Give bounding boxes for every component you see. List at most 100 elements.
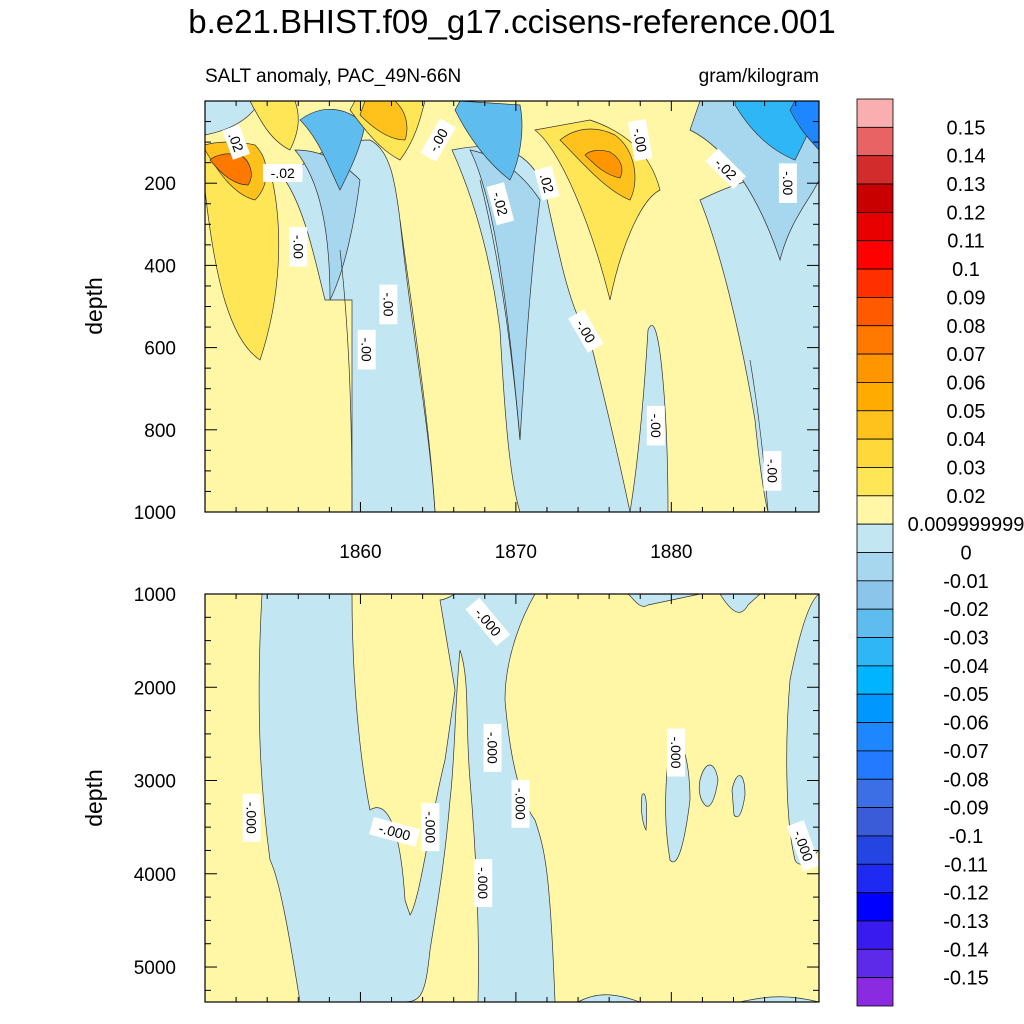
lower-neg-notch-a bbox=[627, 594, 701, 607]
contour-label-box bbox=[369, 816, 421, 847]
colorbar-swatch bbox=[856, 722, 894, 752]
lower-neg-island-c bbox=[731, 775, 746, 818]
contour-label-box bbox=[666, 728, 685, 777]
upper-pos-max-a bbox=[209, 153, 252, 186]
colorbar-swatch bbox=[856, 580, 894, 610]
contour-label: -.00 bbox=[289, 227, 308, 267]
colorbar-swatch bbox=[856, 835, 894, 865]
contour-label-box bbox=[357, 329, 376, 370]
colorbar-level-label: 0.03 bbox=[947, 457, 986, 479]
colorbar: 0.15 0.14 0.13 0.12 0.11 0.1 0.09 0.08 0.07 0.06 0… bbox=[856, 98, 1024, 1007]
upper-y-axis-label: depth bbox=[81, 277, 107, 335]
x-tick-label: 1880 bbox=[650, 542, 692, 563]
colorbar-swatch bbox=[856, 750, 894, 780]
colorbar-swatch bbox=[856, 495, 894, 525]
contour-label-text: -.000 bbox=[513, 788, 529, 820]
y-tick-label: 200 bbox=[144, 174, 176, 195]
colorbar-level-label: -0.07 bbox=[943, 741, 989, 763]
colorbar-level-label: 0.06 bbox=[947, 372, 986, 394]
contour-label-box bbox=[486, 182, 515, 226]
colorbar-level-label: -0.11 bbox=[944, 854, 988, 876]
upper-axis-ticks bbox=[204, 100, 819, 513]
contour-label-text: -.00 bbox=[359, 338, 375, 362]
x-tick-label: 1860 bbox=[339, 542, 381, 563]
colorbar-level-label: -0.1 bbox=[949, 826, 983, 848]
colorbar-swatch bbox=[856, 977, 894, 1007]
upper-contour-line-a bbox=[339, 249, 353, 512]
colorbar-level-label: -0.15 bbox=[943, 968, 989, 990]
upper-pos-core-c bbox=[359, 101, 408, 141]
contour-label-box bbox=[421, 803, 440, 852]
colorbar-level-label: -0.14 bbox=[943, 939, 989, 961]
contour-label: -.000 bbox=[421, 803, 440, 852]
contour-label-box bbox=[705, 148, 747, 190]
contour-label-box bbox=[379, 284, 398, 325]
colorbar-swatch bbox=[856, 183, 894, 213]
contour-label-box bbox=[289, 227, 308, 267]
colorbar-level-label: -0.13 bbox=[943, 911, 989, 933]
contour-label-text: -.00 bbox=[380, 292, 396, 316]
contour-label-box bbox=[465, 597, 511, 647]
colorbar-swatch bbox=[856, 382, 894, 412]
y-tick-label: 800 bbox=[144, 421, 176, 442]
upper-pos-band-d bbox=[249, 101, 299, 151]
colorbar-level-label: -0.08 bbox=[943, 769, 989, 791]
colorbar-swatch bbox=[856, 552, 894, 582]
contour-label: -.00 bbox=[778, 163, 797, 203]
contour-label-box bbox=[474, 859, 493, 908]
contour-label: -.00 bbox=[627, 118, 653, 162]
contour-label-box bbox=[420, 118, 456, 162]
upper-y-tick-labels: 200 400 600 800 1000 bbox=[134, 174, 176, 524]
contour-label-box bbox=[242, 793, 261, 842]
colorbar-swatch bbox=[856, 410, 894, 440]
contour-label-text: -.02 bbox=[489, 190, 511, 218]
x-tick-label: 1870 bbox=[495, 542, 537, 563]
contour-label-text: -.00 bbox=[764, 459, 780, 483]
colorbar-swatch bbox=[856, 353, 894, 383]
colorbar-level-label: -0.05 bbox=[943, 684, 989, 706]
colorbar-swatch bbox=[856, 325, 894, 355]
colorbar-swatch bbox=[856, 948, 894, 979]
contour-label-box bbox=[222, 124, 250, 160]
panel-subtitle-left: SALT anomaly, PAC_49N-66N bbox=[205, 66, 461, 87]
colorbar-swatch bbox=[856, 467, 894, 497]
contour-label: -.000 bbox=[483, 723, 502, 772]
contour-label: -.02 bbox=[262, 163, 303, 182]
colorbar-level-label: -0.06 bbox=[943, 713, 989, 735]
colorbar-swatch bbox=[856, 920, 894, 950]
contour-label-text: -.00 bbox=[780, 171, 796, 195]
colorbar-swatch bbox=[856, 892, 894, 922]
y-tick-label: 1000 bbox=[134, 585, 176, 606]
contour-label-box bbox=[483, 723, 502, 772]
colorbar-swatch bbox=[856, 807, 894, 837]
colorbar-swatch bbox=[856, 297, 894, 327]
x-tick-labels: 1860 1870 1880 bbox=[339, 542, 692, 563]
colorbar-swatch bbox=[856, 637, 894, 667]
contour-label: -.000 bbox=[511, 779, 530, 828]
contour-label-text: .02 bbox=[225, 130, 247, 154]
colorbar-level-label: 0.12 bbox=[947, 202, 986, 224]
lower-panel-frame bbox=[204, 593, 820, 1003]
colorbar-level-label: 0.09 bbox=[947, 287, 986, 309]
contour-label-box bbox=[568, 309, 604, 353]
colorbar-swatch bbox=[856, 126, 894, 157]
colorbar-swatch bbox=[856, 211, 894, 242]
contour-label-text: -.000 bbox=[485, 732, 501, 764]
colorbar-level-label: 0.02 bbox=[947, 486, 986, 508]
contour-label-text: -.00 bbox=[648, 414, 664, 438]
contour-label: -.000 bbox=[369, 816, 421, 847]
upper-contour-line-c bbox=[479, 179, 521, 441]
contour-label-box bbox=[786, 820, 821, 872]
contour-label: -.00 bbox=[763, 451, 782, 491]
contour-label-box bbox=[778, 163, 797, 203]
upper-neg-region-a bbox=[284, 139, 436, 512]
colorbar-level-label: 0.08 bbox=[947, 316, 986, 338]
panel-units-label: gram/kilogram bbox=[699, 66, 819, 87]
y-tick-label: 1000 bbox=[134, 503, 176, 524]
colorbar-swatch bbox=[856, 268, 894, 298]
contour-label: -.00 bbox=[646, 405, 665, 446]
colorbar-swatch bbox=[856, 240, 894, 270]
contour-label: -.000 bbox=[242, 793, 261, 842]
y-tick-label: 4000 bbox=[134, 865, 176, 886]
colorbar-level-label: 0.04 bbox=[947, 429, 986, 451]
